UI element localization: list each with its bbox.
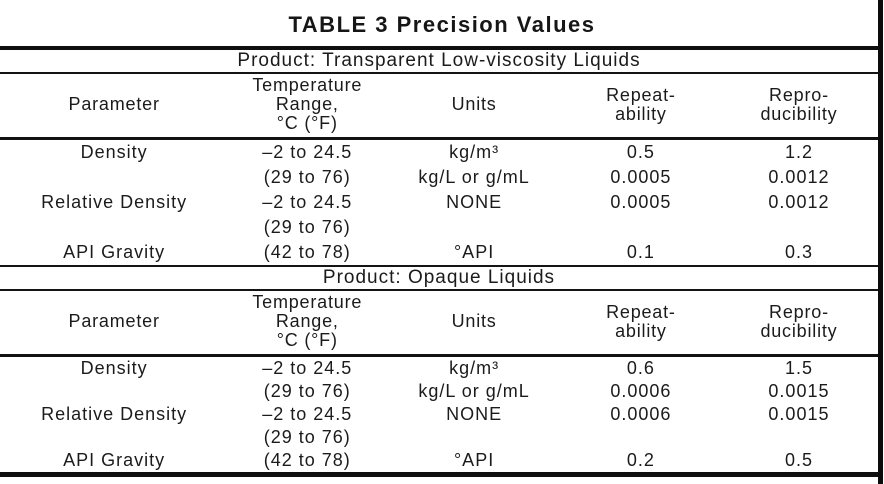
table-row: (29 to 76) bbox=[0, 426, 878, 449]
cell-parameter: API Gravity bbox=[63, 450, 166, 470]
cell-units: NONE bbox=[446, 404, 503, 424]
cell-repeatability: 0.6 bbox=[626, 358, 655, 378]
cell-reproducibility bbox=[720, 426, 878, 449]
header-reproducibility: Repro- ducibility bbox=[719, 290, 878, 357]
cell-temp-range: (29 to 76) bbox=[263, 167, 351, 187]
section-transparent-liquids: Product: Transparent Low-viscosity Liqui… bbox=[0, 47, 878, 266]
cell-parameter: Relative Density bbox=[41, 192, 188, 212]
cell-reproducibility: 0.0012 bbox=[768, 192, 830, 212]
column-header-row: Parameter Temperature Range, °C (°F) Uni… bbox=[0, 290, 878, 357]
table-row: Relative Density –2 to 24.5 NONE 0.0006 … bbox=[0, 403, 878, 426]
cell-units: °API bbox=[453, 242, 495, 262]
cell-temp-range: (29 to 76) bbox=[263, 381, 351, 401]
page-edge-rule bbox=[878, 0, 883, 484]
table-row: (29 to 76) kg/L or g/mL 0.0005 0.0012 bbox=[0, 165, 878, 190]
cell-temp-range: –2 to 24.5 bbox=[262, 358, 353, 378]
cell-parameter bbox=[0, 165, 228, 190]
cell-reproducibility: 0.0015 bbox=[768, 404, 830, 424]
cell-repeatability bbox=[562, 215, 720, 240]
cell-units: kg/m³ bbox=[449, 358, 500, 378]
cell-temp-range: –2 to 24.5 bbox=[262, 142, 353, 162]
cell-repeatability: 0.1 bbox=[626, 242, 655, 262]
cell-units: kg/L or g/mL bbox=[418, 381, 530, 401]
table-row: Density –2 to 24.5 kg/m³ 0.5 1.2 bbox=[0, 139, 878, 166]
cell-reproducibility: 0.0015 bbox=[768, 381, 830, 401]
column-header-row: Parameter Temperature Range, °C (°F) Uni… bbox=[0, 73, 878, 140]
cell-temp-range: –2 to 24.5 bbox=[262, 192, 353, 212]
cell-repeatability: 0.0006 bbox=[610, 381, 672, 401]
cell-repeatability: 0.0006 bbox=[610, 404, 672, 424]
table-row: API Gravity (42 to 78) °API 0.1 0.3 bbox=[0, 240, 878, 266]
header-temperature-range: Temperature Range, °C (°F) bbox=[228, 290, 387, 357]
cell-temp-range: –2 to 24.5 bbox=[262, 404, 353, 424]
cell-units bbox=[386, 215, 562, 240]
cell-temp-range: (42 to 78) bbox=[263, 242, 351, 262]
section-product-label: Product: Opaque Liquids bbox=[0, 265, 878, 291]
table-row: (29 to 76) bbox=[0, 215, 878, 240]
cell-units bbox=[386, 426, 562, 449]
cell-temp-range: (29 to 76) bbox=[263, 217, 351, 237]
cell-parameter: API Gravity bbox=[63, 242, 166, 262]
cell-reproducibility: 0.0012 bbox=[768, 167, 830, 187]
cell-reproducibility: 1.5 bbox=[784, 358, 813, 378]
precision-values-table: Product: Transparent Low-viscosity Liqui… bbox=[0, 46, 878, 477]
cell-units: kg/m³ bbox=[449, 142, 500, 162]
header-repeatability: Repeat- ability bbox=[561, 73, 720, 140]
table-title: TABLE 3 Precision Values bbox=[288, 12, 596, 37]
cell-repeatability: 0.2 bbox=[626, 450, 655, 470]
cell-parameter bbox=[0, 380, 228, 403]
cell-parameter: Relative Density bbox=[41, 404, 188, 424]
cell-parameter bbox=[0, 215, 228, 240]
cell-parameter: Density bbox=[80, 142, 148, 162]
table-row: (29 to 76) kg/L or g/mL 0.0006 0.0015 bbox=[0, 380, 878, 403]
section-product-row: Product: Opaque Liquids bbox=[0, 265, 878, 291]
cell-temp-range: (29 to 76) bbox=[263, 427, 351, 447]
cell-units: °API bbox=[453, 450, 495, 470]
table-row: Density –2 to 24.5 kg/m³ 0.6 1.5 bbox=[0, 356, 878, 381]
cell-repeatability: 0.5 bbox=[626, 142, 655, 162]
cell-repeatability: 0.0005 bbox=[610, 192, 672, 212]
section-product-row: Product: Transparent Low-viscosity Liqui… bbox=[0, 47, 878, 74]
cell-temp-range: (42 to 78) bbox=[263, 450, 351, 470]
header-parameter: Parameter bbox=[0, 73, 229, 140]
cell-reproducibility bbox=[720, 215, 878, 240]
cell-units: NONE bbox=[446, 192, 503, 212]
header-temperature-range: Temperature Range, °C (°F) bbox=[228, 73, 387, 140]
cell-units: kg/L or g/mL bbox=[418, 167, 530, 187]
table-row: Relative Density –2 to 24.5 NONE 0.0005 … bbox=[0, 190, 878, 215]
header-reproducibility: Repro- ducibility bbox=[719, 73, 878, 140]
header-units: Units bbox=[386, 290, 562, 357]
section-opaque-liquids: Product: Opaque Liquids Parameter Temper… bbox=[0, 265, 878, 475]
header-units: Units bbox=[386, 73, 562, 140]
header-repeatability: Repeat- ability bbox=[561, 290, 720, 357]
cell-reproducibility: 1.2 bbox=[784, 142, 813, 162]
cell-parameter bbox=[0, 426, 228, 449]
cell-parameter: Density bbox=[80, 358, 148, 378]
section-product-label: Product: Transparent Low-viscosity Liqui… bbox=[0, 47, 878, 74]
cell-reproducibility: 0.5 bbox=[784, 450, 813, 470]
cell-repeatability: 0.0005 bbox=[610, 167, 672, 187]
cell-repeatability bbox=[562, 426, 720, 449]
table-row: API Gravity (42 to 78) °API 0.2 0.5 bbox=[0, 449, 878, 475]
cell-reproducibility: 0.3 bbox=[784, 242, 813, 262]
header-parameter: Parameter bbox=[0, 290, 229, 357]
